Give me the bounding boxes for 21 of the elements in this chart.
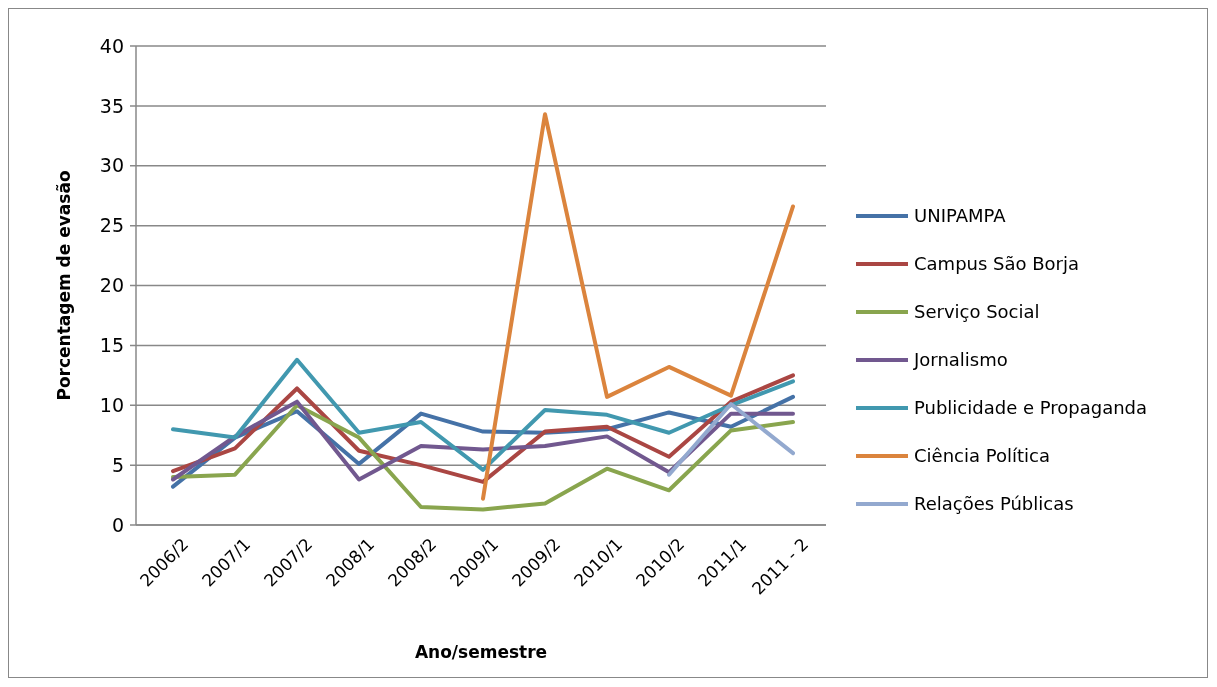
legend-label: Jornalismo [913,349,1008,371]
x-axis-title: Ano/semestre [414,642,548,662]
legend-label: Relações Públicas [914,493,1074,515]
y-axis-title: Porcentagem de evasão [54,170,74,401]
y-tick-label: 10 [99,393,124,416]
y-tick-label: 20 [99,274,124,297]
y-tick-label: 5 [111,453,124,476]
y-tick-label: 15 [99,334,124,357]
y-tick-label: 25 [99,214,124,237]
line-series [171,403,795,512]
legend-label: Campus São Borja [914,253,1080,275]
y-tick-label: 40 [99,34,124,57]
y-tick-label: 35 [99,94,124,117]
legend-label: Serviço Social [914,301,1040,323]
legend-label: Ciência Política [914,445,1050,467]
legend-label: Publicidade e Propaganda [914,397,1148,419]
y-tick-label: 0 [111,513,124,536]
line-series [171,357,795,472]
y-tick-label: 30 [99,154,124,177]
line-series [481,112,795,501]
legend-label: UNIPAMPA [914,205,1007,227]
